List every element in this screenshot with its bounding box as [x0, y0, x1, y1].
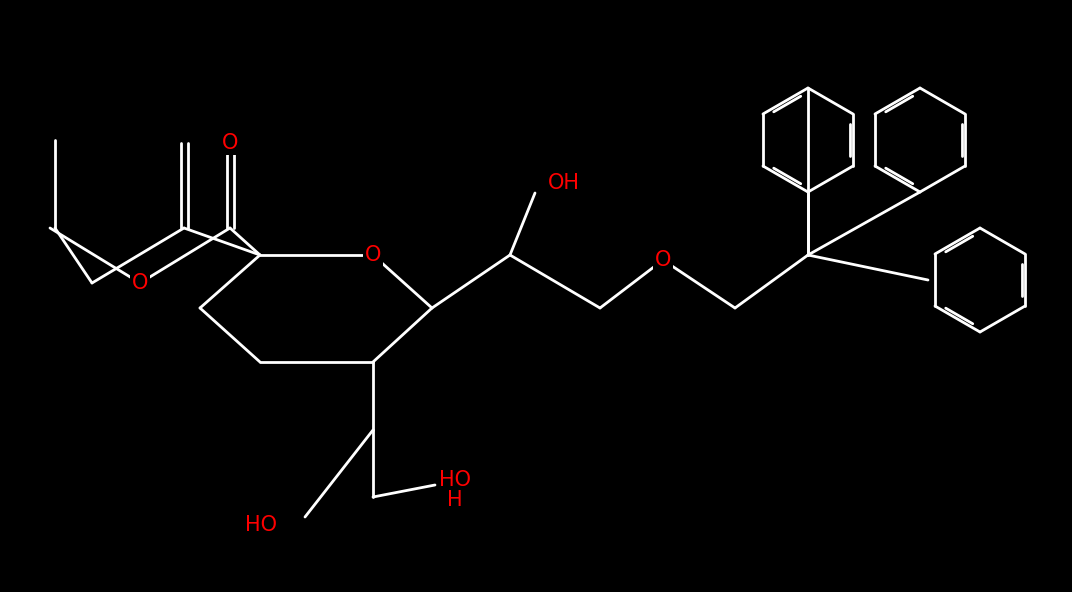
Text: H: H: [447, 490, 463, 510]
Text: OH: OH: [548, 173, 580, 193]
Text: O: O: [655, 250, 671, 270]
Text: O: O: [132, 273, 148, 293]
Text: O: O: [364, 245, 382, 265]
Text: HO: HO: [245, 515, 277, 535]
Text: O: O: [222, 133, 238, 153]
Text: HO: HO: [440, 470, 471, 490]
